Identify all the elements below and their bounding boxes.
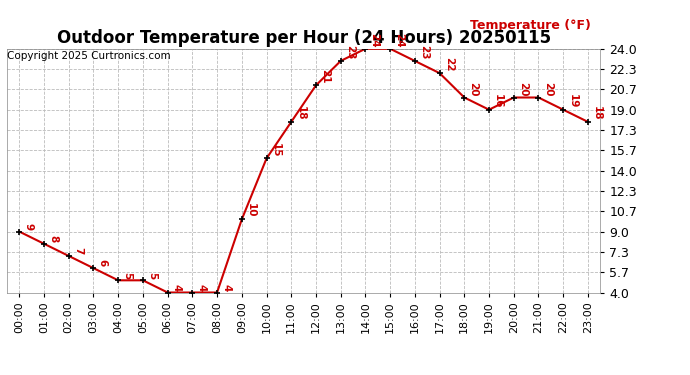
Text: 19: 19 [567,94,578,108]
Text: 22: 22 [444,57,454,72]
Text: 8: 8 [48,235,58,242]
Text: 5: 5 [147,272,157,279]
Text: 20: 20 [542,82,553,96]
Text: Copyright 2025 Curtronics.com: Copyright 2025 Curtronics.com [7,51,170,61]
Text: 4: 4 [221,284,231,291]
Text: 23: 23 [419,45,429,60]
Text: 5: 5 [122,272,132,279]
Text: Temperature (°F): Temperature (°F) [470,19,591,32]
Text: 24: 24 [370,33,380,47]
Text: 10: 10 [246,204,256,218]
Text: 9: 9 [23,223,33,230]
Text: 21: 21 [320,69,330,84]
Text: 18: 18 [592,106,602,120]
Text: 15: 15 [270,142,281,157]
Text: 16: 16 [493,94,503,108]
Text: 23: 23 [345,45,355,60]
Text: 4: 4 [197,284,206,291]
Text: 4: 4 [172,284,181,291]
Title: Outdoor Temperature per Hour (24 Hours) 20250115: Outdoor Temperature per Hour (24 Hours) … [57,29,551,47]
Text: 18: 18 [295,106,306,120]
Text: 20: 20 [518,82,528,96]
Text: 6: 6 [97,260,108,267]
Text: 7: 7 [73,247,83,255]
Text: 20: 20 [469,82,478,96]
Text: 24: 24 [394,33,404,47]
